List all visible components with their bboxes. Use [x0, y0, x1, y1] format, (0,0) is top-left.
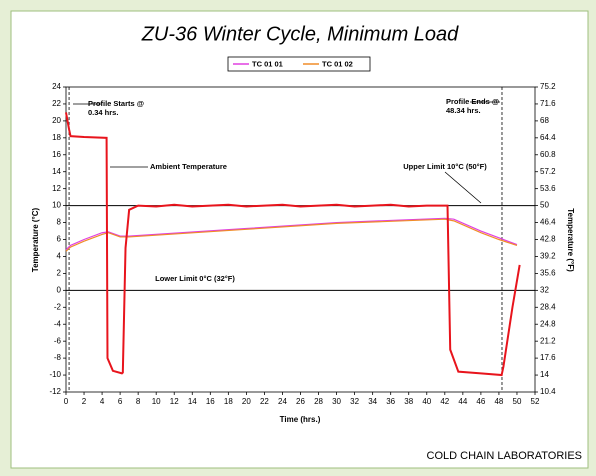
series-line	[65, 218, 518, 252]
y-tick-label: -4	[54, 319, 62, 328]
y2-tick-label: 68	[540, 116, 549, 125]
x-tick-label: 46	[476, 397, 485, 406]
y-tick-label: -6	[54, 336, 62, 345]
x-tick-label: 24	[278, 397, 287, 406]
y2-tick-label: 32	[540, 285, 549, 294]
y-tick-label: 16	[52, 150, 61, 159]
y-tick-label: 2	[57, 268, 62, 277]
x-tick-label: 30	[332, 397, 341, 406]
legend	[227, 56, 371, 72]
y-tick-label: 4	[57, 252, 62, 261]
y2-tick-label: 24.8	[540, 319, 556, 328]
y-tick-label: 6	[57, 235, 62, 244]
y-tick-label: 24	[52, 82, 61, 91]
x-tick-label: 34	[368, 397, 377, 406]
y2-tick-label: 39.2	[540, 252, 556, 261]
y2-tick-label: 17.6	[540, 353, 556, 362]
x-tick-label: 50	[513, 397, 522, 406]
x-tick-label: 40	[422, 397, 431, 406]
y-tick-label: 18	[52, 133, 61, 142]
series-line	[65, 112, 521, 377]
y-tick-label: 14	[52, 167, 61, 176]
y-tick-label: 8	[57, 218, 62, 227]
x-tick-label: 2	[82, 397, 87, 406]
x-tick-label: 38	[404, 397, 413, 406]
pointer	[444, 171, 482, 204]
profile-label: Profile Starts @	[88, 99, 144, 108]
y2-tick-label: 71.6	[540, 99, 556, 108]
y2-tick-label: 50	[540, 201, 549, 210]
legend-label: TC 01 02	[322, 59, 353, 68]
y-tick-label: 22	[52, 99, 61, 108]
x-tick-label: 6	[118, 397, 123, 406]
y-axis-label: Temperature (°C)	[31, 207, 40, 272]
x-tick-label: 44	[458, 397, 467, 406]
y2-tick-label: 28.4	[540, 302, 556, 311]
x-tick-label: 52	[531, 397, 540, 406]
y2-tick-label: 57.2	[540, 167, 556, 176]
y2-tick-label: 10.4	[540, 387, 556, 396]
x-tick-label: 18	[224, 397, 233, 406]
x-tick-label: 14	[188, 397, 197, 406]
profile-label: 0.34 hrs.	[88, 108, 118, 117]
x-tick-label: 4	[100, 397, 105, 406]
y2-tick-label: 46.4	[540, 218, 556, 227]
footer: COLD CHAIN LABORATORIES	[427, 450, 582, 462]
chart-title: ZU-36 Winter Cycle, Minimum Load	[141, 23, 459, 45]
x-tick-label: 10	[152, 397, 161, 406]
y2-tick-label: 14	[540, 370, 549, 379]
y-tick-label: -10	[49, 370, 61, 379]
x-tick-label: 26	[296, 397, 305, 406]
x-axis-label: Time (hrs.)	[280, 415, 321, 424]
y-tick-label: 10	[52, 201, 61, 210]
x-tick-label: 48	[494, 397, 503, 406]
series-annotation: Ambient Temperature	[150, 162, 227, 171]
x-tick-label: 16	[206, 397, 215, 406]
y-tick-label: -2	[54, 302, 62, 311]
y2-tick-label: 60.8	[540, 150, 556, 159]
limit-label: Upper Limit 10°C (50°F)	[403, 162, 487, 171]
y-tick-label: -12	[49, 387, 61, 396]
y2-axis-label: Temperature (°F)	[566, 208, 575, 272]
y2-tick-label: 75.2	[540, 82, 556, 91]
y2-tick-label: 53.6	[540, 184, 556, 193]
x-tick-label: 20	[242, 397, 251, 406]
series-line	[65, 217, 518, 251]
x-tick-label: 22	[260, 397, 269, 406]
x-tick-label: 36	[386, 397, 395, 406]
x-tick-label: 12	[170, 397, 179, 406]
y2-tick-label: 35.6	[540, 268, 556, 277]
legend-label: TC 01 01	[252, 59, 283, 68]
profile-label: 48.34 hrs.	[446, 106, 481, 115]
y2-tick-label: 64.4	[540, 133, 556, 142]
x-tick-label: 28	[314, 397, 323, 406]
y2-tick-label: 42.8	[540, 235, 556, 244]
x-tick-label: 0	[64, 397, 69, 406]
y-tick-label: 0	[57, 285, 62, 294]
y2-tick-label: 21.2	[540, 336, 556, 345]
y-tick-label: 12	[52, 184, 61, 193]
x-tick-label: 8	[136, 397, 141, 406]
y-tick-label: 20	[52, 116, 61, 125]
x-tick-label: 42	[440, 397, 449, 406]
x-tick-label: 32	[350, 397, 359, 406]
y-tick-label: -8	[54, 353, 62, 362]
profile-label: Profile Ends @	[446, 97, 499, 106]
limit-label: Lower Limit 0°C (32°F)	[155, 274, 235, 283]
